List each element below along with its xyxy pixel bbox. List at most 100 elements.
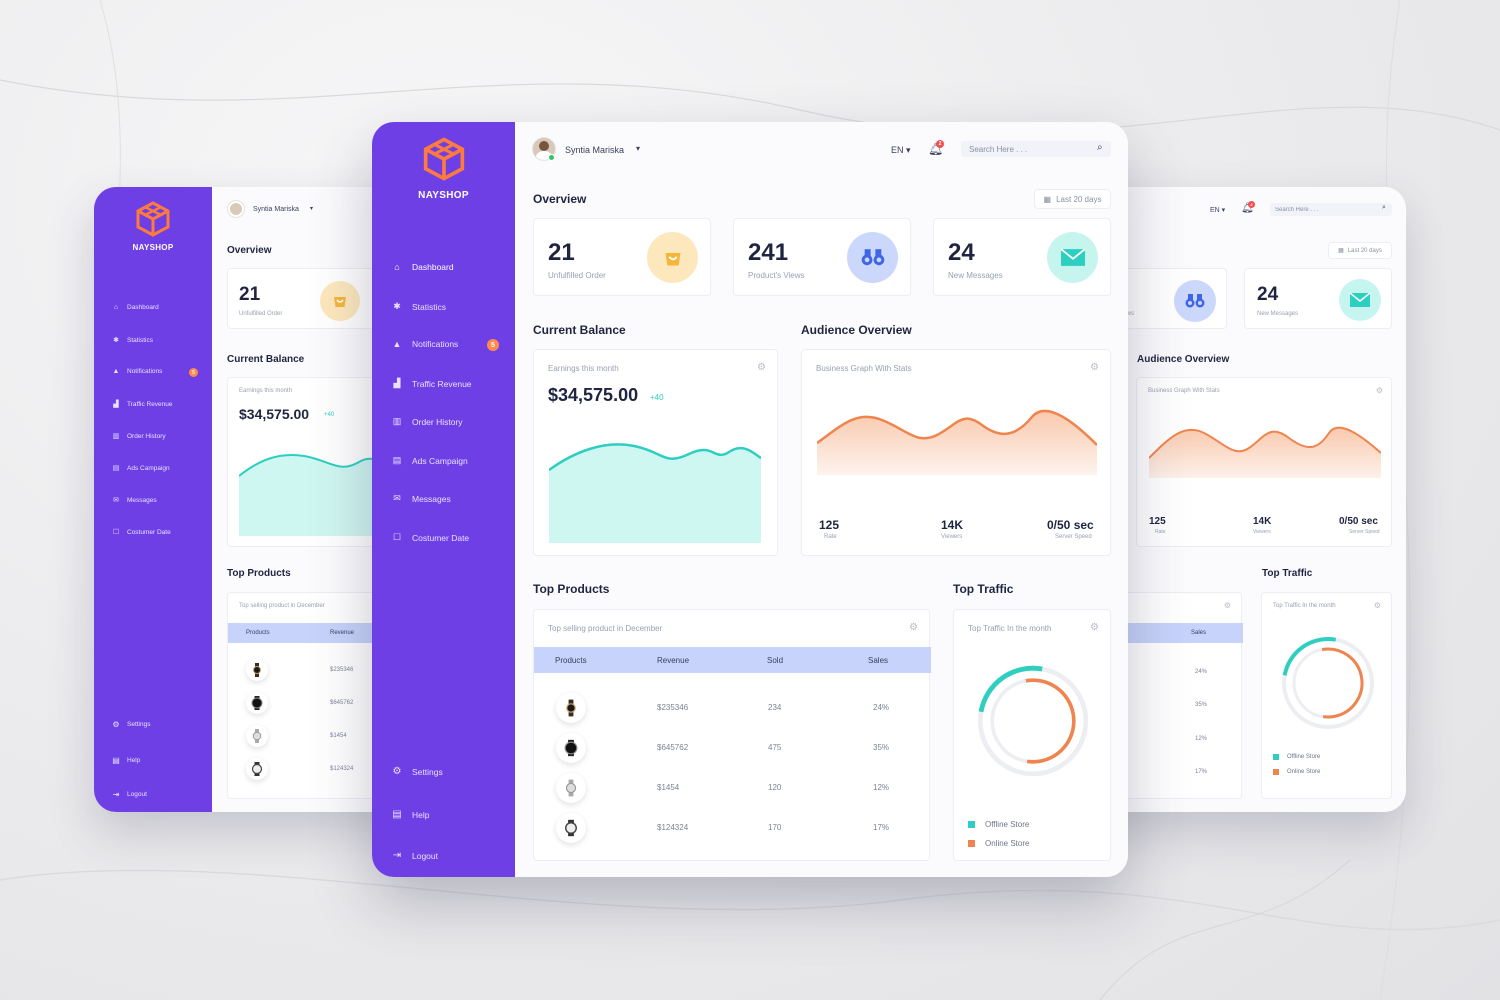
column-header-sold[interactable]: Sold	[767, 655, 784, 665]
gear-icon[interactable]: ⚙	[1375, 386, 1383, 395]
user-name[interactable]: Syntia Mariska	[253, 206, 299, 213]
sidebar-item-order-history[interactable]: ▥ Order History	[390, 416, 463, 427]
bell-icon[interactable]: 🔔︎	[1241, 203, 1254, 214]
column-header[interactable]: Products	[246, 630, 270, 636]
sidebar-item-help[interactable]: ▤ Help	[390, 809, 429, 820]
sidebar-item-costumer-date[interactable]: ☐ Costumer Date	[390, 532, 469, 543]
legend-swatch	[968, 821, 975, 828]
shopping-bag-icon	[320, 281, 360, 321]
binoculars-icon	[847, 232, 898, 283]
product-thumbnail[interactable]	[556, 733, 586, 763]
envelope-icon	[1047, 232, 1098, 283]
sidebar-item-label: Order History	[127, 432, 166, 440]
revenue-cell: $235346	[657, 703, 689, 712]
column-header-revenue[interactable]: Revenue	[657, 655, 690, 665]
language-selector[interactable]: EN ▾	[891, 145, 911, 155]
product-thumbnail[interactable]	[246, 758, 268, 780]
audience-title: Audience Overview	[801, 323, 912, 337]
sidebar-item-ads-campaign[interactable]: ▤ Ads Campaign	[390, 455, 468, 466]
column-header[interactable]: Sales	[1191, 630, 1207, 636]
avatar[interactable]	[228, 201, 244, 217]
search-input[interactable]	[961, 141, 1111, 157]
revenue-cell: $1454	[657, 783, 680, 792]
traffic-caption: Top Traffic In the month	[968, 624, 1052, 633]
sales-cell: 35%	[873, 743, 890, 752]
sidebar-item-settings[interactable]: ⚙ Settings	[110, 720, 150, 729]
date-range-label: Last 20 days	[1347, 247, 1382, 254]
sidebar-item-traffic-revenue[interactable]: ▟ Traffic Revenue	[110, 400, 173, 409]
sidebar-item-label: Costumer Date	[127, 528, 171, 536]
search-input[interactable]	[1270, 203, 1392, 216]
user-name[interactable]: Syntia Mariska	[565, 145, 625, 155]
traffic-title: Top Traffic	[1262, 568, 1313, 579]
overview-title: Overview	[227, 245, 272, 256]
pin-icon: ✱	[393, 301, 401, 311]
sidebar-item-label: Order History	[412, 416, 463, 427]
product-thumbnail[interactable]	[246, 659, 268, 681]
gear-icon[interactable]: ⚙	[757, 362, 766, 373]
chevron-down-icon[interactable]: ▾	[310, 206, 314, 212]
sidebar-item-label: Dashboard	[127, 304, 159, 311]
sidebar-item-dashboard[interactable]: ⌂ Dashboard	[390, 262, 453, 272]
date-range-button[interactable]: ▦ Last 20 days	[1034, 189, 1111, 209]
sales-cell: 35%	[1195, 702, 1208, 708]
sidebar-item-notifications[interactable]: ▲ Notifications	[110, 368, 163, 375]
sidebar-item-label: Help	[127, 757, 141, 764]
sidebar-item-label: Traffic Revenue	[127, 400, 173, 408]
bell-icon: ▲	[392, 339, 402, 349]
sales-cell: 24%	[873, 703, 890, 712]
metric-value: 14K	[1253, 516, 1272, 527]
envelope-icon	[1339, 279, 1381, 321]
sidebar-item-label: Logout	[127, 791, 147, 798]
sidebar-item-statistics[interactable]: ✱ Statistics	[390, 301, 446, 312]
sidebar-item-settings[interactable]: ⚙ Settings	[390, 766, 443, 777]
overview-title: Overview	[533, 192, 587, 206]
gear-icon[interactable]: ⚙	[1090, 362, 1099, 373]
revenue-cell: $235346	[330, 667, 354, 673]
gear-icon[interactable]: ⚙	[1090, 622, 1099, 633]
gear-icon[interactable]: ⚙	[1223, 601, 1231, 610]
column-header-sales[interactable]: Sales	[868, 655, 889, 665]
search-icon[interactable]: ⌕	[1382, 204, 1386, 211]
legend-label: Online Store	[985, 839, 1030, 848]
stat-card-messages: 24 New Messages	[1244, 268, 1392, 329]
product-thumbnail[interactable]	[556, 813, 586, 843]
balance-title: Current Balance	[533, 323, 626, 337]
sidebar-item-logout[interactable]: ⇥ Logout	[390, 850, 438, 861]
legend-online: Online Store	[1273, 769, 1320, 775]
balance-card: Earnings this month $34,575.00 +40	[227, 377, 399, 547]
stat-card-unfulfilled: 21 Unfulfilled Order	[227, 268, 397, 329]
product-thumbnail[interactable]	[246, 725, 268, 747]
stat-value: 21	[239, 284, 261, 305]
sidebar-item-messages[interactable]: ✉ Messages	[390, 493, 451, 504]
sidebar-item-messages[interactable]: ✉ Messages	[110, 496, 157, 505]
metric-value: 125	[1149, 516, 1166, 527]
column-header[interactable]: Revenue	[330, 630, 355, 636]
product-thumbnail[interactable]	[246, 692, 268, 714]
product-thumbnail[interactable]	[556, 773, 586, 803]
gear-icon[interactable]: ⚙	[909, 622, 918, 633]
audience-card: Business Graph With Stats ⚙ 125 Rate 14K…	[1136, 377, 1392, 547]
sidebar-item-label: Costumer Date	[412, 532, 470, 543]
sidebar-item-notifications[interactable]: ▲ Notifications	[390, 339, 459, 349]
sidebar-item-costumer-date[interactable]: ☐ Costumer Date	[110, 528, 171, 537]
sidebar-item-dashboard[interactable]: ⌂ Dashboard	[110, 304, 159, 311]
balance-caption: Earnings this month	[548, 364, 619, 373]
product-thumbnail[interactable]	[556, 693, 586, 723]
column-header-products[interactable]: Products	[555, 655, 587, 665]
date-range-button[interactable]: ▦ Last 20 days	[1328, 242, 1392, 259]
stat-label: Unfulfilled Order	[239, 311, 283, 317]
language-selector[interactable]: EN ▾	[1210, 207, 1226, 214]
sidebar-item-logout[interactable]: ⇥ Logout	[110, 790, 147, 799]
sidebar-item-ads-campaign[interactable]: ▤ Ads Campaign	[110, 464, 170, 473]
search-icon[interactable]: ⌕	[1097, 142, 1103, 153]
sidebar-item-order-history[interactable]: ▥ Order History	[110, 432, 166, 441]
stat-label: Product's Views	[748, 271, 805, 280]
sidebar-item-help[interactable]: ▤ Help	[110, 756, 140, 765]
balance-amount: $34,575.00	[239, 406, 310, 422]
sidebar-item-traffic-revenue[interactable]: ▟ Traffic Revenue	[390, 378, 472, 389]
sidebar-item-statistics[interactable]: ✱ Statistics	[110, 336, 153, 345]
gear-icon[interactable]: ⚙	[1373, 601, 1381, 610]
chevron-down-icon[interactable]: ▾	[636, 144, 641, 153]
audience-card: Business Graph With Stats ⚙ 125 Rate 14K…	[801, 349, 1111, 556]
